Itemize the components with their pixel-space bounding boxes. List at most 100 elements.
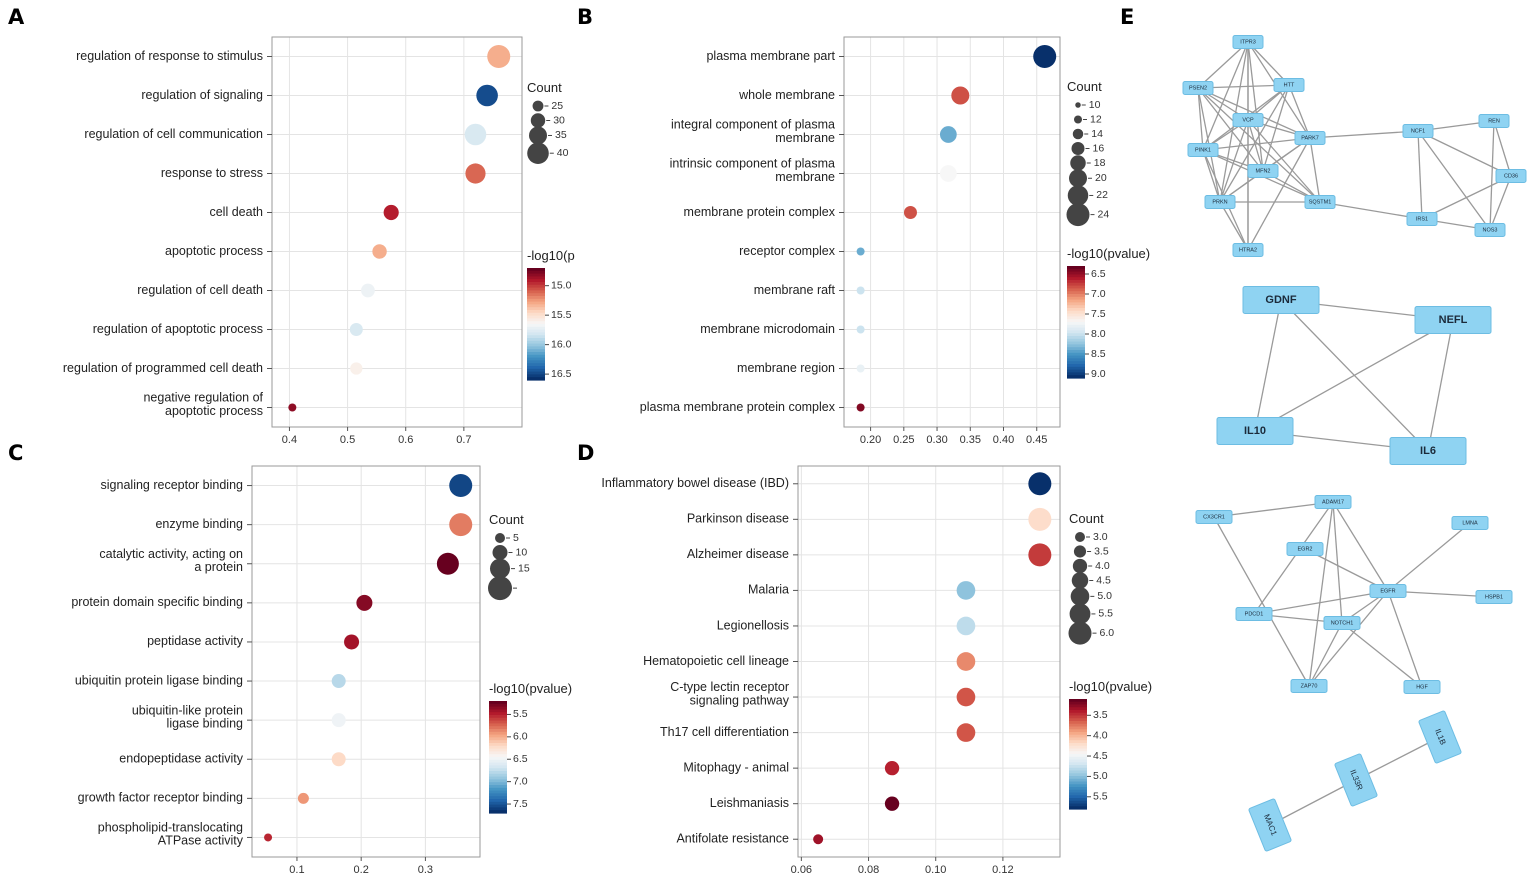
x-tick-label: 0.4 [282,434,297,446]
bubble-negative-regulation-of-apoptotic-process [288,403,297,412]
colorbar-segment [527,301,545,305]
panel-a-bubble-chart: 0.4 0.5 0.6 0.7 regulation of response to st… [63,36,575,446]
edge-park7-sqstm1 [1309,137,1321,203]
colorbar-segment [1067,322,1085,326]
x-tick-label: 0.40 [993,434,1014,446]
colorbar-label: 7.0 [513,775,528,787]
category-label-th17-cell-differentiation: Th17 cell differentiation [660,725,789,739]
node-label: HSPB1 [1485,594,1503,600]
colorbar-segment [1069,754,1087,758]
colorbar-segment [527,349,545,353]
category-label-growth-factor-receptor-binding: growth factor receptor binding [78,791,243,805]
node-box [1248,798,1292,852]
node-label: PARK7 [1301,135,1319,141]
bubble-receptor-complex [856,247,865,256]
colorbar-label: 16.0 [551,338,572,350]
category-label-protein-domain-specific-binding: protein domain specific binding [71,595,243,609]
bubble-cell-death [383,204,399,221]
bubble-whole-membrane [951,86,970,105]
colorbar-segment [489,703,507,708]
colorbar-segment [527,371,545,375]
node-label: ADAM17 [1322,499,1344,505]
category-label-leishmaniasis: Leishmaniasis [710,796,789,810]
colorbar-segment [1067,352,1085,357]
category-label-malaria: Malaria [748,583,789,597]
node-ncf1: NCF1 [1402,124,1434,138]
category-label-integral-component-of-plasma-membrane: integral component of plasma membrane [671,118,835,145]
colorbar-segment [1069,773,1087,777]
colorbar-segment [527,366,545,370]
bubble-peptidase-activity [344,634,360,650]
colorbar-label: 6.0 [513,731,528,743]
colorbar-segment [1069,756,1087,761]
colorbar-segment [1069,803,1087,807]
bubble-membrane-raft [856,286,865,295]
colorbar-segment [1069,743,1087,747]
node-label: PRKN [1212,199,1227,205]
colorbar-segment [489,706,507,710]
node-label: ITPR3 [1240,39,1256,45]
node-box [1334,753,1378,807]
node-box [1474,223,1506,237]
x-tick-label: 0.08 [858,864,879,876]
edge-adam17-pdcd1 [1253,501,1334,615]
node-box [1402,124,1434,138]
node-notch1: NOTCH1 [1323,616,1361,630]
colorbar-label: 6.5 [1091,268,1106,280]
node-label: LMNA [1462,520,1478,526]
size-legend-bubble [488,576,512,601]
size-legend-bubble [1073,545,1087,558]
node-nos3: NOS3 [1474,223,1506,237]
edge-vcp-mfn2 [1247,119,1264,172]
colorbar-segment [1069,795,1087,799]
colorbar-segment [527,284,545,289]
panel-letter-e: E [1120,5,1134,29]
category-label-alzheimer-disease: Alzheimer disease [687,547,789,561]
node-box [1414,306,1492,334]
category-label-plasma-membrane-part: plasma membrane part [706,49,835,63]
colorbar-segment [1069,778,1087,783]
edge-notch1-hgf [1341,622,1423,688]
colorbar-segment [1067,308,1085,312]
colorbar-segment [489,773,507,778]
category-label-endopeptidase-activity: endopeptidase activity [119,752,243,766]
colorbar-segment [1067,336,1085,340]
node-irs1: IRS1 [1406,212,1438,226]
category-label-hematopoietic-cell-lineage: Hematopoietic cell lineage [643,654,789,668]
size-legend-bubble [530,113,546,128]
colorbar-segment [489,723,507,727]
colorbar-segment [527,332,545,336]
colorbar-segment [1067,344,1085,348]
colorbar-segment [489,765,507,769]
colorbar-label: 5.0 [1093,770,1108,782]
category-label-legionellosis: Legionellosis [717,618,789,632]
x-tick-label: 0.30 [926,434,947,446]
node-hspb1: HSPB1 [1475,590,1513,604]
colorbar-segment [1067,358,1085,362]
colorbar-segment [1069,723,1087,728]
colorbar-segment [1069,800,1087,805]
bubble-regulation-of-programmed-cell-death [350,362,363,375]
node-box [1235,607,1273,621]
size-legend-bubble [529,126,547,145]
colorbar-segment [1069,784,1087,788]
colorbar-segment [489,715,507,719]
x-tick-label: 0.20 [860,434,881,446]
colorbar-segment [1069,806,1087,810]
edge-egfr-hgf [1387,590,1423,688]
colorbar-label: 8.5 [1091,348,1106,360]
node-label: IL10 [1244,425,1266,437]
colorbar-segment [1069,789,1087,794]
edge-itpr3-mfn2 [1247,41,1264,172]
bubble-endopeptidase-activity [331,752,346,767]
network-net2: GDNF NEFL IL10 IL6 [1216,286,1492,465]
category-label-intrinsic-component-of-plasma-membrane: intrinsic component of plasma membrane [670,157,835,184]
colorbar-segment [1069,734,1087,739]
category-label-parkinson-disease: Parkinson disease [687,512,789,526]
colorbar-segment [527,360,545,364]
colorbar-segment [1067,355,1085,359]
node-label: VCP [1242,117,1254,123]
colorbar-label: 9.0 [1091,368,1106,380]
colorbar-segment [527,312,545,317]
colorbar-segment [1067,341,1085,345]
